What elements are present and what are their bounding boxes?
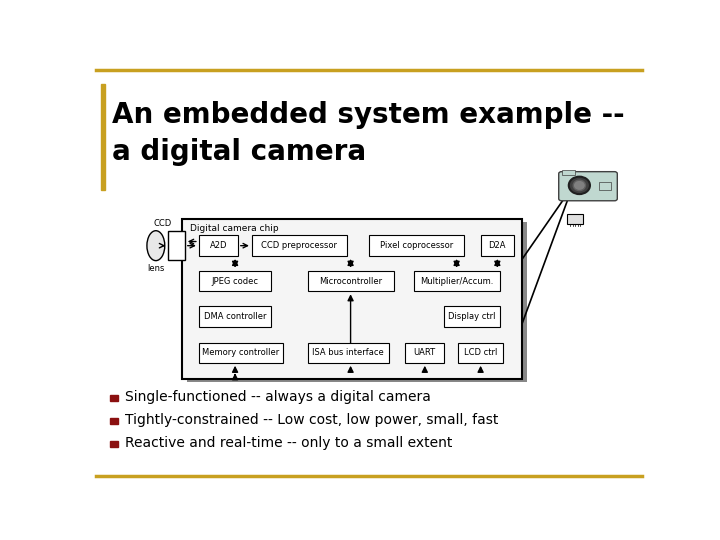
Text: LCD ctrl: LCD ctrl — [464, 348, 498, 357]
Text: Memory controller: Memory controller — [202, 348, 279, 357]
Text: CCD: CCD — [153, 219, 171, 228]
Ellipse shape — [569, 177, 590, 194]
Text: CCD preprocessor: CCD preprocessor — [261, 241, 337, 250]
Bar — [199, 306, 271, 327]
Text: Digital camera chip: Digital camera chip — [190, 224, 279, 233]
Bar — [459, 342, 503, 363]
Text: ISA bus interface: ISA bus interface — [312, 348, 384, 357]
Bar — [101, 84, 105, 190]
Bar — [109, 418, 118, 424]
Bar — [168, 231, 185, 260]
FancyBboxPatch shape — [559, 172, 617, 201]
Text: Pixel coprocessor: Pixel coprocessor — [380, 241, 453, 250]
Bar — [444, 306, 500, 327]
Text: DMA controller: DMA controller — [204, 312, 266, 321]
Bar — [405, 342, 444, 363]
Text: a digital camera: a digital camera — [112, 138, 366, 166]
Ellipse shape — [147, 231, 165, 261]
Text: lens: lens — [147, 264, 165, 273]
Bar — [307, 342, 389, 363]
Text: Tightly-constrained -- Low cost, low power, small, fast: Tightly-constrained -- Low cost, low pow… — [125, 413, 498, 427]
Bar — [567, 214, 582, 224]
Bar — [413, 271, 500, 292]
Bar — [186, 222, 527, 382]
Bar — [307, 271, 394, 292]
Text: Single-functioned -- always a digital camera: Single-functioned -- always a digital ca… — [125, 390, 431, 404]
Text: Multiplier/Accum.: Multiplier/Accum. — [420, 276, 494, 286]
Bar — [599, 182, 611, 190]
Bar — [109, 441, 118, 447]
Bar — [199, 235, 238, 256]
Bar — [199, 271, 271, 292]
Text: A2D: A2D — [210, 241, 227, 250]
Text: D2A: D2A — [489, 241, 506, 250]
Bar — [481, 235, 514, 256]
Text: Reactive and real-time -- only to a small extent: Reactive and real-time -- only to a smal… — [125, 436, 452, 450]
Bar — [199, 342, 282, 363]
Text: Microcontroller: Microcontroller — [319, 276, 382, 286]
Text: JPEG codec: JPEG codec — [212, 276, 258, 286]
Bar — [109, 395, 118, 401]
Ellipse shape — [573, 180, 585, 191]
Bar — [369, 235, 464, 256]
Text: UART: UART — [414, 348, 436, 357]
Text: Display ctrl: Display ctrl — [449, 312, 496, 321]
Bar — [182, 219, 523, 379]
Bar — [252, 235, 346, 256]
Bar — [562, 171, 575, 174]
Text: An embedded system example --: An embedded system example -- — [112, 100, 625, 129]
